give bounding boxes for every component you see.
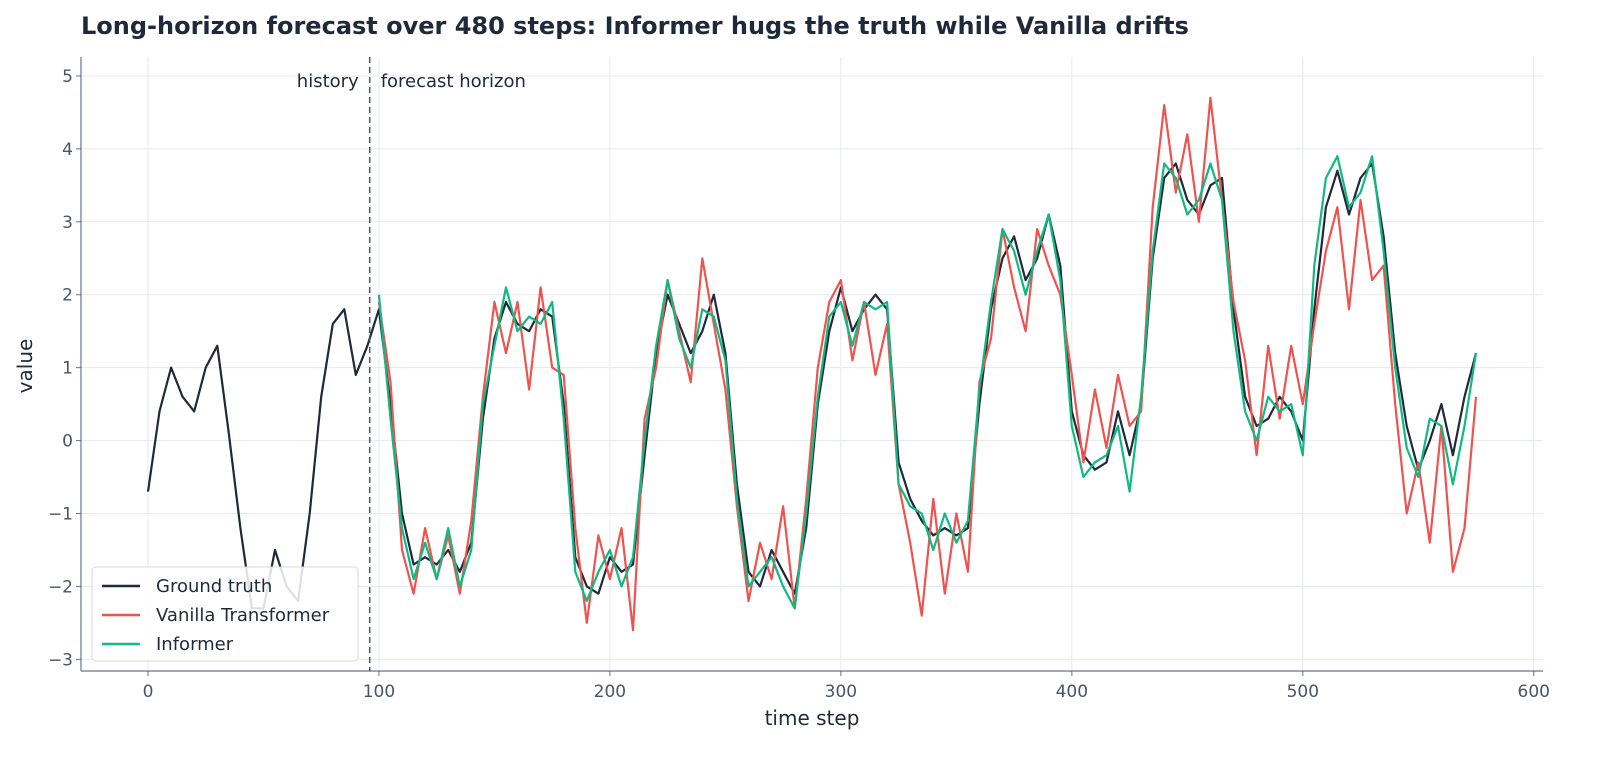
- x-tick-label: 100: [363, 682, 395, 702]
- series-line-ground-truth: [146, 162, 1478, 610]
- y-tick-label: 0: [62, 432, 73, 452]
- y-tick-label: −1: [48, 504, 73, 524]
- forecast-horizon-label: forecast horizon: [381, 71, 526, 92]
- history-label: history: [297, 71, 359, 92]
- x-tick-label: 500: [1287, 682, 1319, 702]
- x-axis-label: time step: [765, 706, 860, 730]
- legend: Ground truth Vanilla Transformer Informer: [91, 566, 359, 662]
- y-tick-label: 3: [62, 213, 73, 233]
- y-tick-label: −2: [48, 577, 73, 597]
- y-axis-label: value: [13, 339, 37, 394]
- series-line-informer: [377, 155, 1478, 610]
- legend-label: Ground truth: [156, 576, 272, 597]
- axes: 0 100 200 300 400 500 600 −3 −2 −1 0 1 2 3 4 5 history fo…: [48, 57, 1550, 702]
- x-tick-label: 600: [1518, 682, 1550, 702]
- series-group: [146, 96, 1478, 632]
- x-tick-label: 0: [143, 682, 154, 702]
- chart-title: Long-horizon forecast over 480 steps: In…: [81, 12, 1189, 40]
- x-tick-label: 200: [594, 682, 626, 702]
- y-tick-label: 1: [62, 359, 73, 379]
- legend-label: Informer: [156, 634, 234, 655]
- series-line-vanilla-transformer: [377, 96, 1478, 632]
- y-tick-label: −3: [48, 650, 73, 670]
- legend-label: Vanilla Transformer: [156, 605, 330, 626]
- y-tick-label: 2: [62, 286, 73, 306]
- y-tick-label: 4: [62, 140, 73, 160]
- y-tick-label: 5: [62, 67, 73, 87]
- x-tick-label: 300: [825, 682, 857, 702]
- legend-box: [91, 566, 359, 662]
- x-tick-label: 400: [1056, 682, 1088, 702]
- grid: [81, 57, 1543, 671]
